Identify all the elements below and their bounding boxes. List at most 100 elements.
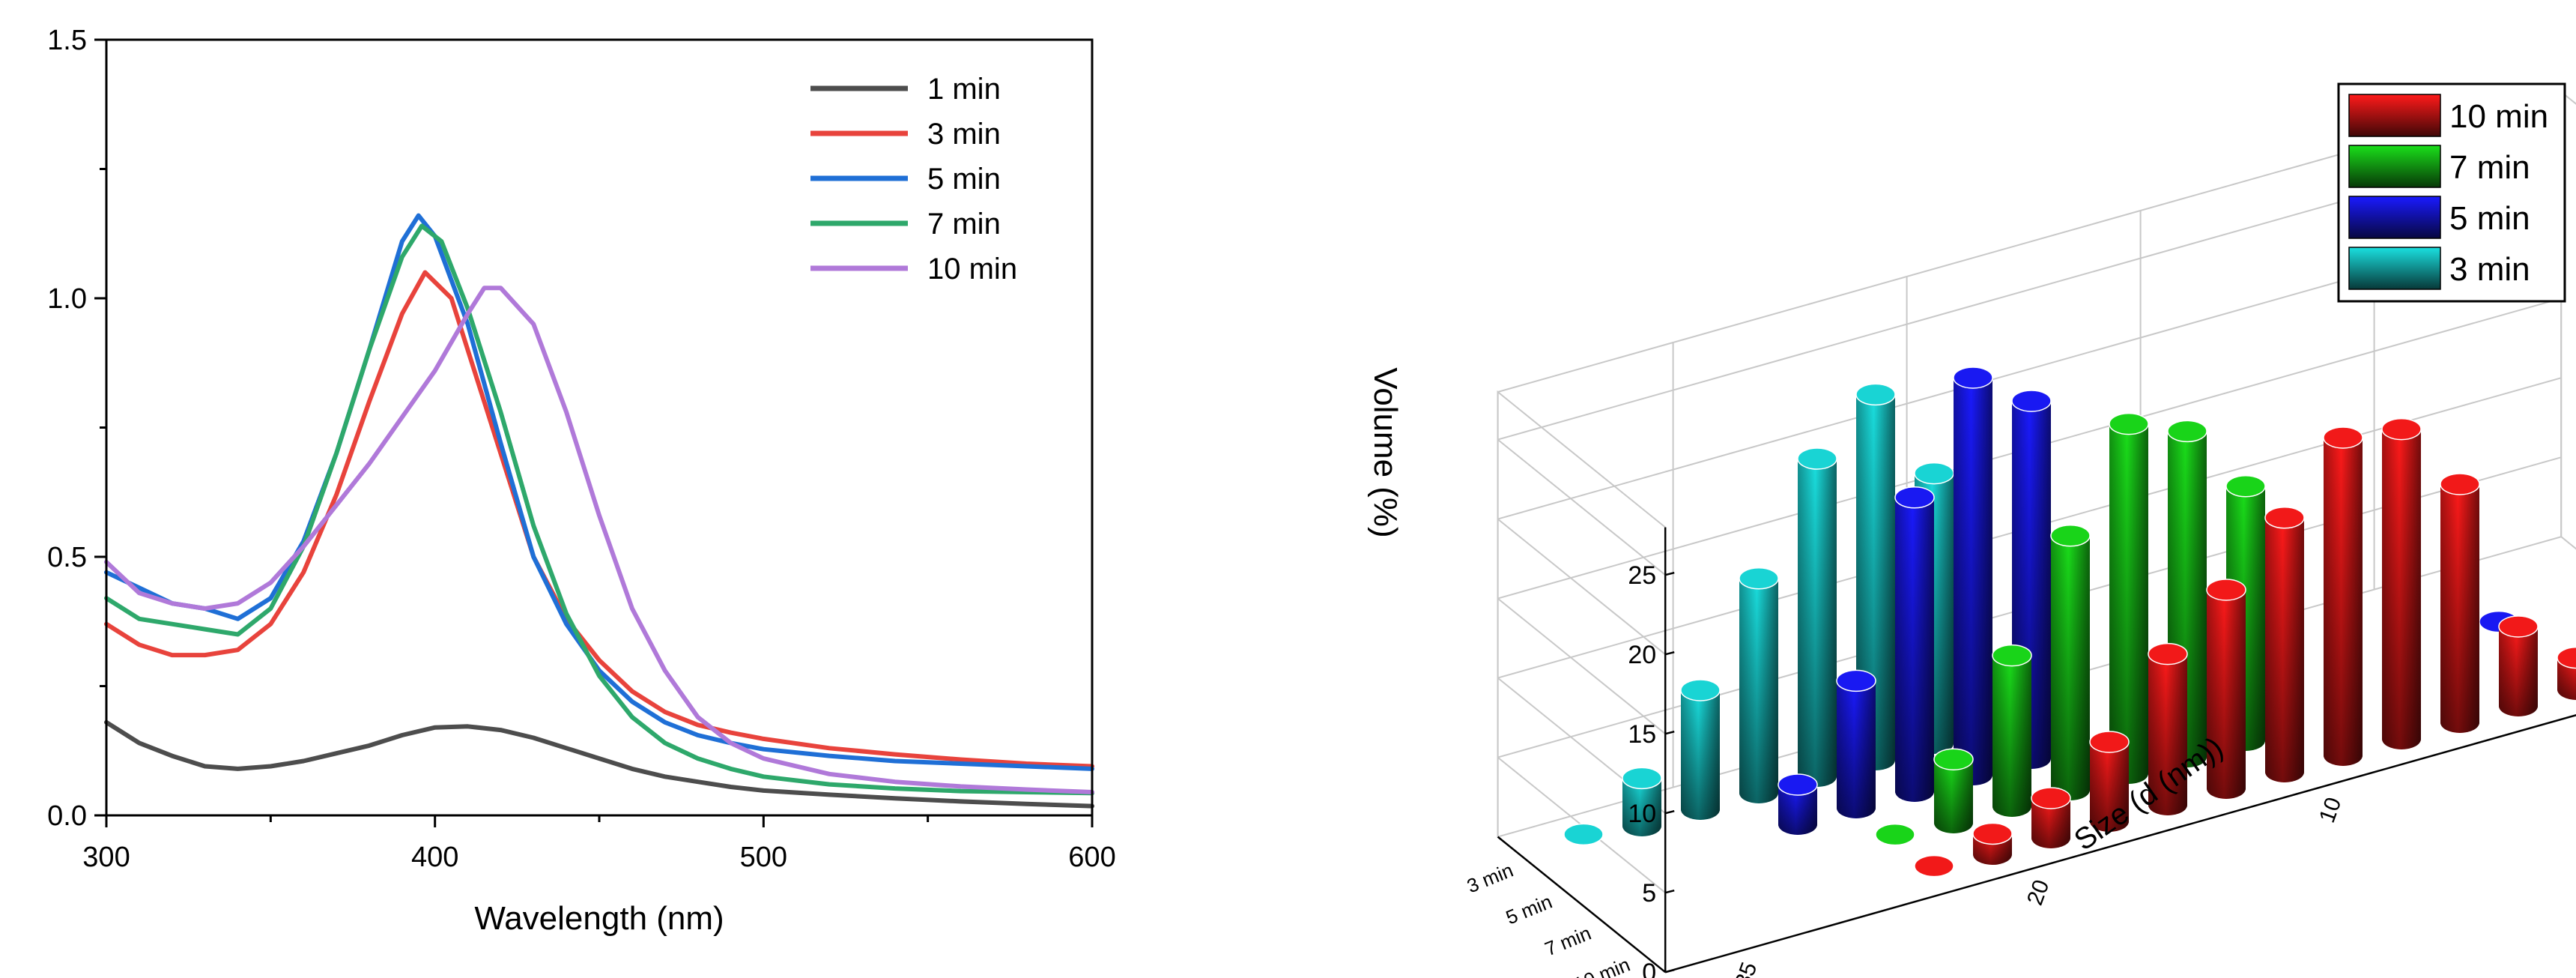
bar-shadow bbox=[1681, 690, 1720, 820]
bar-cap bbox=[2264, 507, 2305, 529]
bar-cap bbox=[2498, 615, 2539, 638]
z-tick-mark bbox=[1664, 651, 1675, 656]
bar-shadow bbox=[1837, 680, 1876, 818]
legend-label: 3 min bbox=[927, 118, 1001, 151]
legend-swatch bbox=[2348, 94, 2441, 137]
bar-10-min-15 bbox=[2557, 646, 2576, 700]
bar-cap bbox=[1914, 462, 1954, 485]
bar-3-min-1 bbox=[1622, 767, 1662, 836]
bar-7-min-8 bbox=[2109, 412, 2149, 784]
bar-cap bbox=[2381, 417, 2422, 441]
bar-10-min-5 bbox=[1972, 822, 2013, 865]
bar-cap bbox=[1855, 383, 1896, 406]
bar-shadow bbox=[2265, 517, 2304, 782]
bar-3-min-4 bbox=[1797, 447, 1837, 787]
z-axis-ticks: 0 5 10 15 20 25 bbox=[1628, 561, 1675, 978]
z-tick-mark bbox=[1664, 730, 1675, 735]
floor-edge bbox=[1497, 836, 1666, 974]
z-tick-label: 20 bbox=[1628, 641, 1656, 669]
grid-line bbox=[1497, 597, 1666, 734]
bar-cap bbox=[2225, 475, 2266, 498]
y-axis-ticks: 0.0 0.5 1.0 1.5 bbox=[47, 25, 106, 832]
line-series-3-min bbox=[104, 270, 1094, 769]
bar-shadow bbox=[1778, 785, 1817, 835]
bar-shadow bbox=[1895, 497, 1934, 802]
y-tick-label: 1.0 bbox=[47, 283, 87, 315]
bar-10-min-14 bbox=[2498, 615, 2539, 716]
floor-edge bbox=[1664, 713, 2576, 974]
bar-shadow bbox=[2051, 535, 2090, 800]
bar-cap bbox=[2089, 731, 2130, 753]
bar-cap bbox=[2557, 646, 2576, 669]
z-tick-mark bbox=[1664, 809, 1675, 815]
size-tick-label: 10 bbox=[2315, 794, 2346, 827]
x-tick-label: 600 bbox=[1068, 842, 1115, 873]
x-tick-label: 300 bbox=[82, 842, 130, 873]
uv-vis-line-chart: 300 400 500 600 0.0 0.5 1.0 1.5 Wavelength (nm… bbox=[0, 25, 1116, 937]
bar-10-min-9 bbox=[2206, 579, 2246, 799]
bar-shadow bbox=[2324, 438, 2363, 766]
bar-cap bbox=[1914, 854, 1954, 878]
bar-cap bbox=[2148, 642, 2188, 665]
bar-cap bbox=[1739, 567, 1779, 590]
grid-line bbox=[1497, 518, 1666, 655]
line-series-group bbox=[104, 213, 1094, 809]
row-label: 3 min bbox=[1464, 859, 1516, 898]
legend-swatch bbox=[2348, 196, 2441, 239]
bar-10-min-4 bbox=[1914, 854, 1954, 878]
bar-10-min-6 bbox=[2031, 787, 2071, 848]
bar-shadow bbox=[1798, 459, 1837, 787]
row-label: 10 min bbox=[1571, 953, 1634, 978]
bar-cap bbox=[1836, 669, 1876, 692]
size-tick-label: 20 bbox=[2022, 877, 2054, 909]
bar-cap bbox=[2323, 426, 2363, 449]
bar-shadow bbox=[1739, 578, 1778, 803]
x-tick-label: 500 bbox=[740, 842, 787, 873]
bar-shadow bbox=[2499, 627, 2538, 716]
z-tick-label: 10 bbox=[1628, 800, 1656, 828]
legend-swatch bbox=[2348, 145, 2441, 188]
bar-cap bbox=[1778, 773, 1818, 796]
row-label: 7 min bbox=[1542, 922, 1594, 961]
bar-10-min-7 bbox=[2089, 731, 2130, 832]
bar-shadow bbox=[2440, 484, 2479, 733]
legend-label: 10 min bbox=[2449, 98, 2548, 135]
bar-shadow bbox=[2109, 423, 2148, 784]
bar-7-min-5 bbox=[1933, 748, 1974, 833]
row-label: 5 min bbox=[1503, 890, 1555, 929]
legend: 10 min 7 min 5 min 3 min bbox=[2337, 82, 2566, 303]
bar-10-min-13 bbox=[2440, 473, 2480, 733]
bar-cap bbox=[1563, 823, 1604, 846]
bar-cap bbox=[1972, 822, 2013, 845]
bar-5-min-5 bbox=[1894, 486, 1935, 802]
bar-5-min-4 bbox=[1836, 669, 1876, 818]
plot-frame bbox=[105, 38, 1094, 817]
z-tick-mark bbox=[1664, 968, 1675, 974]
bar-cap bbox=[2109, 412, 2149, 435]
bar-cap bbox=[2031, 787, 2071, 809]
legend-label: 1 min bbox=[927, 73, 1001, 106]
bar-cap bbox=[2440, 473, 2480, 495]
size-tick-label: 35 bbox=[1730, 959, 1762, 978]
bar-cap bbox=[1953, 366, 1993, 389]
bar-cap bbox=[1680, 679, 1721, 701]
bar-cap bbox=[1622, 767, 1662, 790]
bar-7-min-7 bbox=[2050, 525, 2091, 800]
legend-label: 5 min bbox=[2449, 200, 2530, 237]
z-axis-label: Volume (%) bbox=[1367, 367, 1404, 537]
bar-cap bbox=[1797, 447, 1837, 470]
x-axis-label: Wavelength (nm) bbox=[474, 900, 724, 937]
y-tick-label: 0.5 bbox=[47, 542, 87, 573]
line-series-5-min bbox=[104, 213, 1094, 771]
line-series-7-min bbox=[104, 223, 1094, 796]
legend-label: 5 min bbox=[927, 163, 1001, 196]
bar-3-min-2 bbox=[1680, 679, 1721, 820]
z-tick-label: 15 bbox=[1628, 720, 1656, 749]
line-series-10-min bbox=[104, 286, 1094, 794]
grid-line bbox=[1497, 438, 1666, 576]
bar-cap bbox=[1894, 486, 1935, 509]
bar-shadow bbox=[1622, 778, 1661, 836]
x-axis-ticks: 300 400 500 600 bbox=[82, 815, 1116, 873]
